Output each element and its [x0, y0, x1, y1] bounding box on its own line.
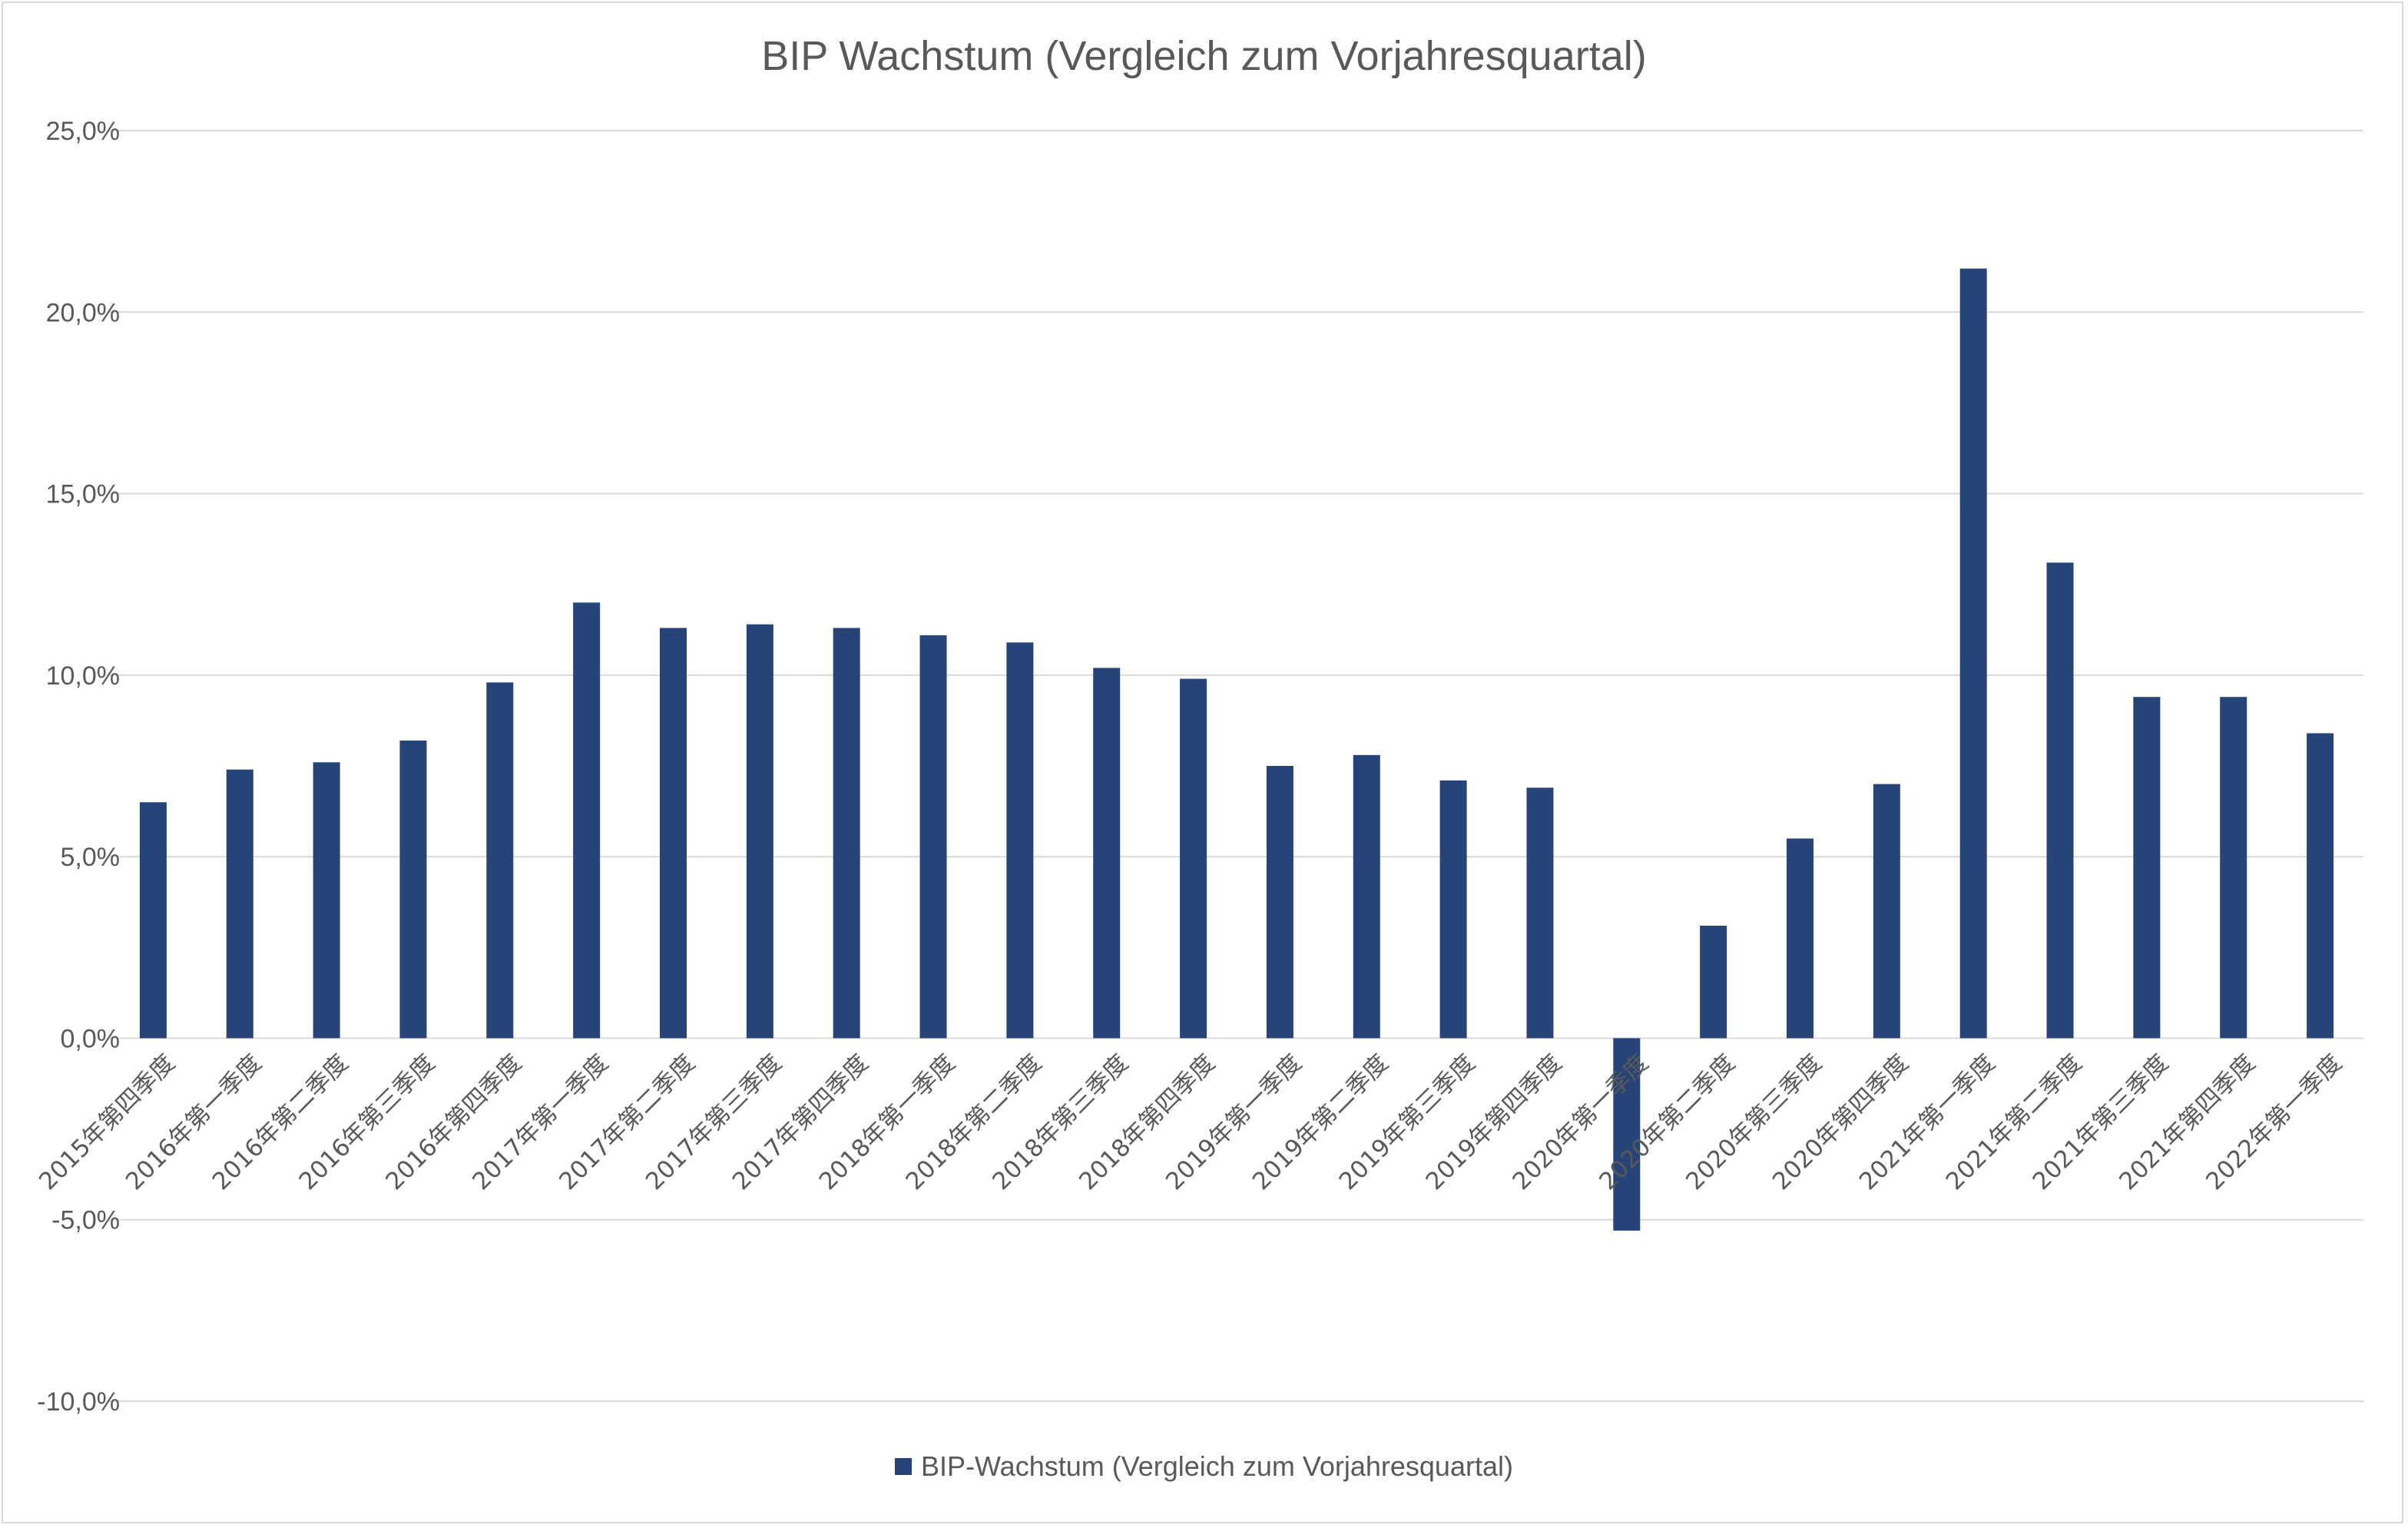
legend-label: BIP-Wachstum (Vergleich zum Vorjahresqua…: [921, 1450, 1513, 1482]
bar: [226, 769, 253, 1039]
y-tick-label: 20,0%: [46, 298, 120, 327]
x-axis-labels: 2015年第四季度2016年第一季度2016年第二季度2016年第三季度2016…: [34, 1049, 2347, 1195]
bar: [1700, 925, 1727, 1039]
y-tick-label: 25,0%: [46, 117, 120, 146]
bar: [1180, 678, 1207, 1039]
y-tick-label: -5,0%: [51, 1206, 120, 1235]
y-tick-label: 0,0%: [61, 1024, 121, 1053]
bar: [313, 762, 340, 1039]
y-tick-label: 15,0%: [46, 480, 120, 509]
bar: [660, 628, 687, 1039]
y-tick-label: 5,0%: [61, 843, 121, 872]
bar: [1093, 668, 1121, 1039]
bar: [486, 682, 514, 1039]
bar: [1353, 754, 1380, 1039]
bar: [1959, 268, 1987, 1039]
gridlines: [110, 130, 2363, 1402]
bar: [1526, 787, 1554, 1039]
y-tick-label: 10,0%: [46, 661, 120, 691]
y-axis-labels: 25,0% 20,0% 15,0% 10,0% 5,0% 0,0% -5,0% -10,0%: [37, 117, 120, 1417]
bar: [2307, 733, 2334, 1039]
bar: [1613, 1038, 1641, 1231]
chart-title: BIP Wachstum (Vergleich zum Vorjahresqua…: [761, 33, 1647, 79]
bar: [2046, 562, 2074, 1039]
bar: [1787, 838, 1813, 1039]
bar: [2133, 697, 2161, 1039]
bar: [139, 802, 167, 1039]
legend-swatch: [895, 1458, 913, 1475]
bars: [139, 268, 2334, 1231]
bar: [2220, 697, 2247, 1039]
legend: BIP-Wachstum (Vergleich zum Vorjahresqua…: [0, 1450, 2408, 1483]
bar: [919, 635, 947, 1039]
bar: [573, 602, 601, 1039]
bar: [399, 740, 427, 1039]
bar: [1439, 780, 1467, 1039]
bar: [1873, 784, 1900, 1039]
bar: [833, 628, 860, 1039]
bar: [1266, 766, 1293, 1039]
y-tick-label: -10,0%: [37, 1387, 120, 1417]
bar: [746, 624, 773, 1039]
bar: [1006, 642, 1034, 1039]
